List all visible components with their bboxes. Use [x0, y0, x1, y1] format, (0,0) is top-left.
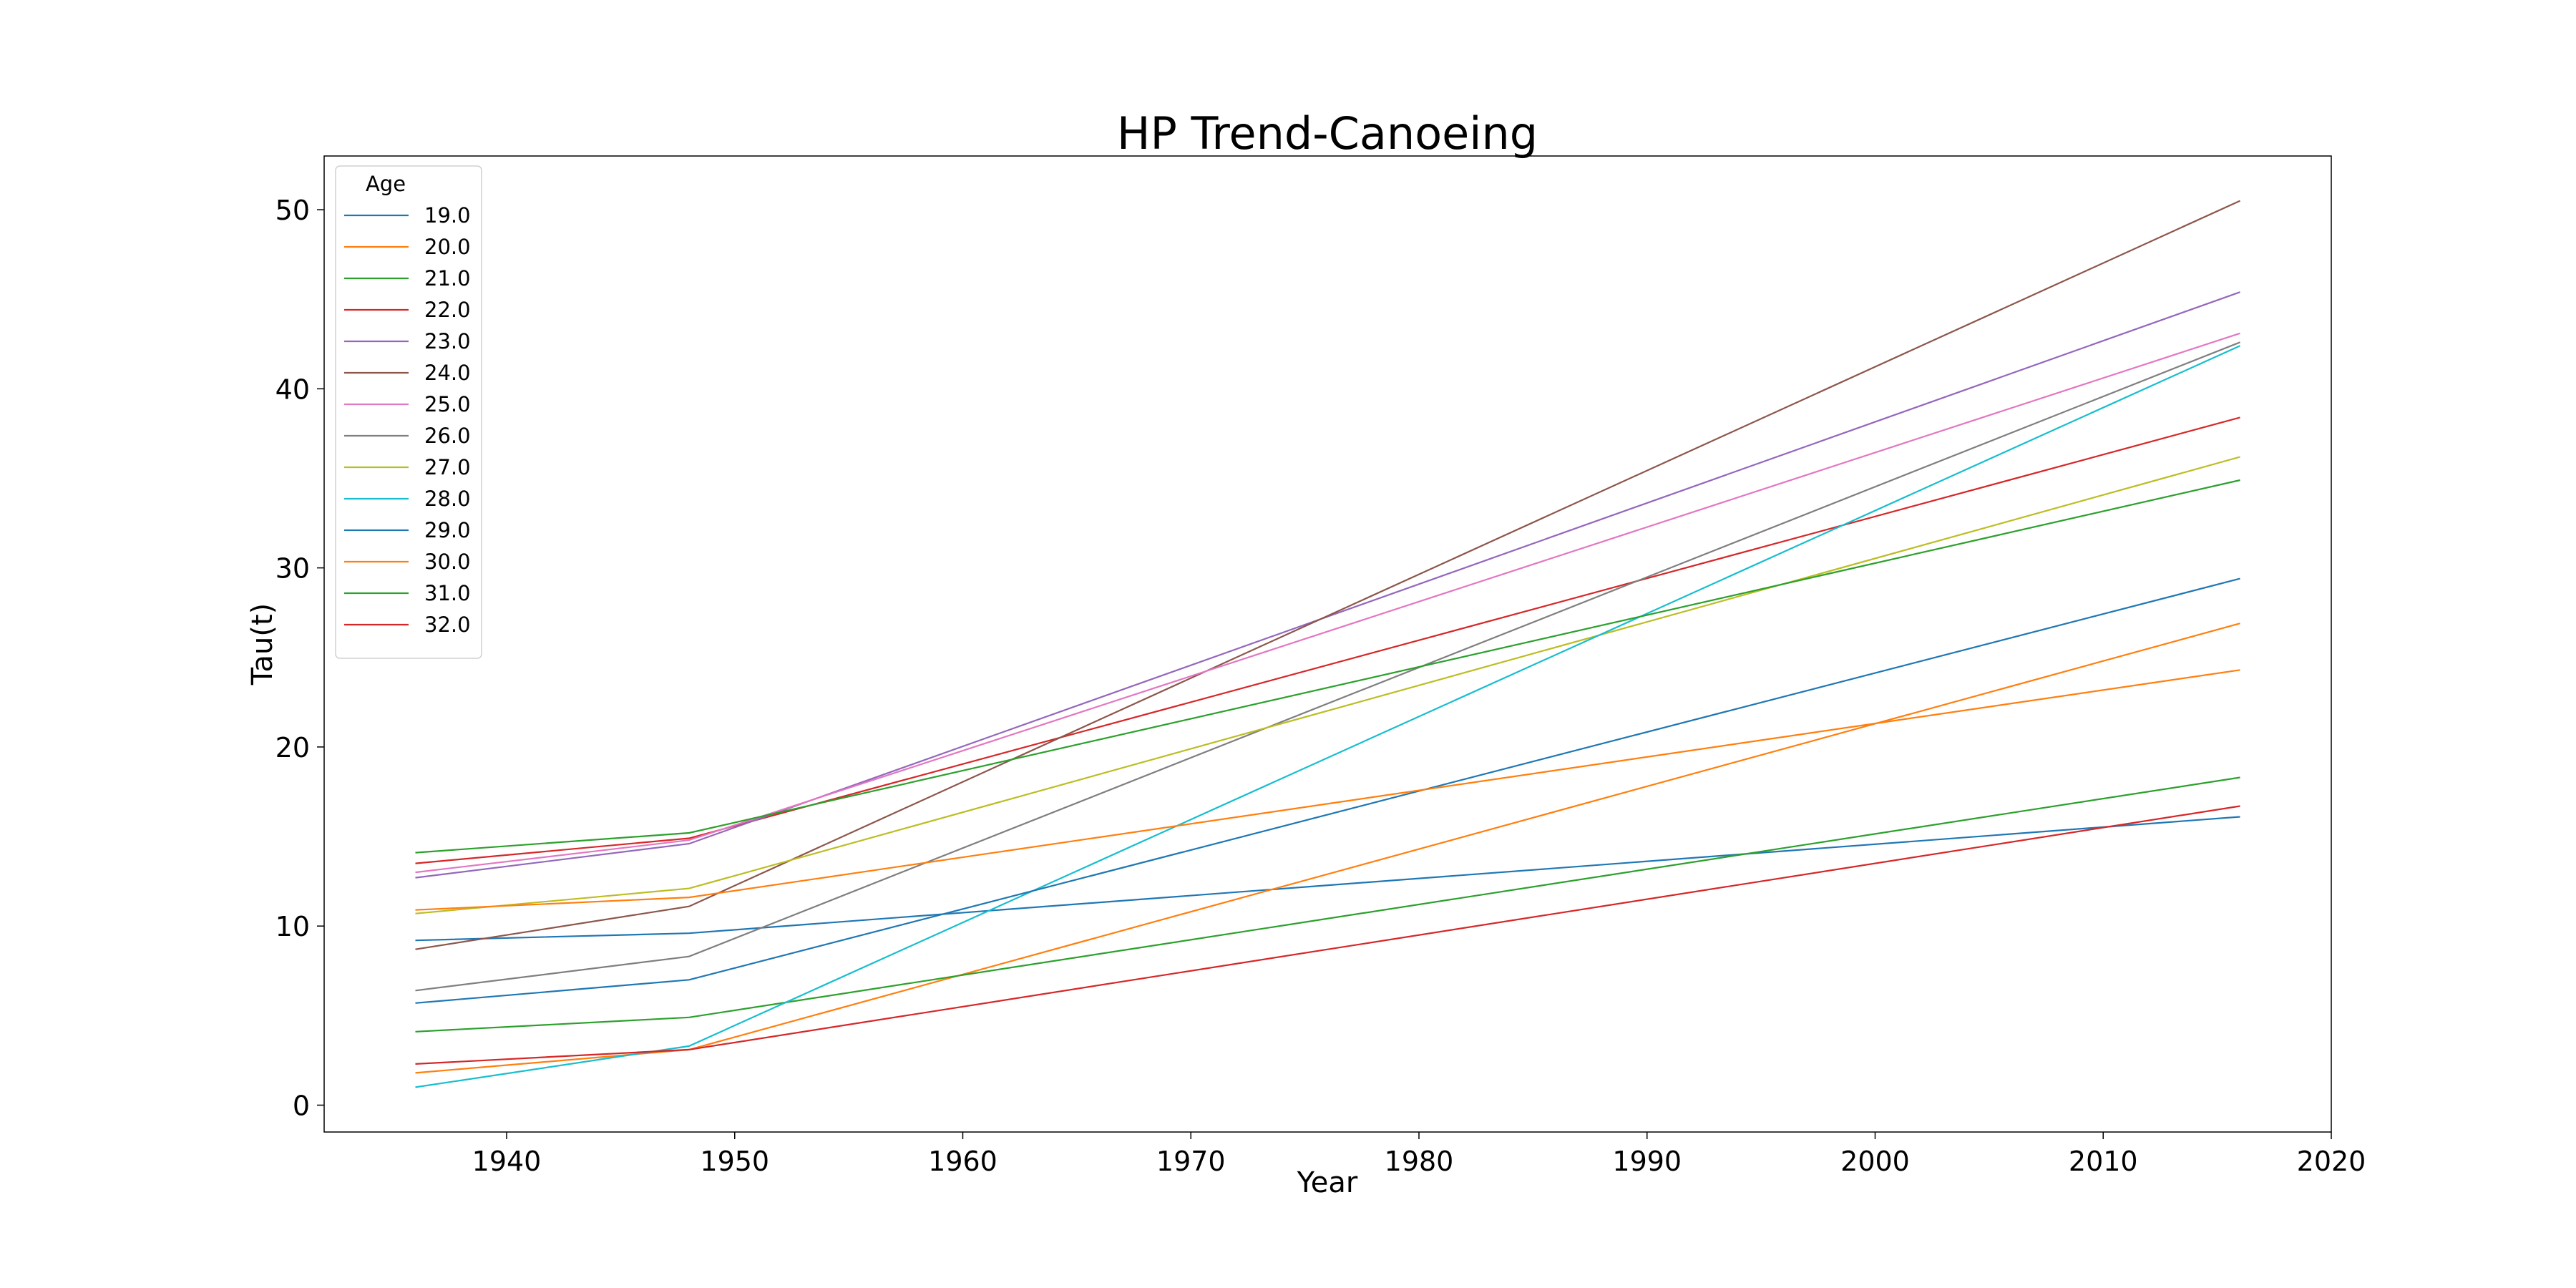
- y-tick-label: 30: [275, 553, 310, 585]
- legend-entry-label: 22.0: [424, 298, 471, 322]
- x-tick-label: 1980: [1385, 1146, 1454, 1177]
- legend-entry-label: 26.0: [424, 424, 471, 448]
- x-tick-label: 1960: [928, 1146, 997, 1177]
- x-tick-label: 2000: [1840, 1146, 1910, 1177]
- legend: Age 19.0 20.0 21.0 22.0 23.0 24.0 25.0 26.0 27.0 2…: [335, 165, 482, 659]
- y-axis-label: Tau(t): [246, 603, 279, 686]
- legend-entry-label: 27.0: [424, 455, 471, 479]
- series-line-30.0: [415, 669, 2240, 911]
- legend-box: [335, 165, 482, 659]
- series-line-28.0: [415, 345, 2240, 1088]
- series-line-22.0: [415, 416, 2240, 864]
- axis-ticks: 1940 1950 1960 1970 1980 1990 2000 2010 2020 0 10 2…: [275, 195, 2366, 1177]
- series-line-24.0: [415, 200, 2240, 950]
- series-line-25.0: [415, 332, 2240, 874]
- x-tick-label: 1950: [700, 1146, 769, 1177]
- legend-entry-label: 24.0: [424, 361, 471, 385]
- x-tick-label: 2020: [2297, 1146, 2366, 1177]
- x-tick-label: 1940: [472, 1146, 542, 1177]
- y-tick-label: 0: [293, 1090, 310, 1121]
- y-tick-label: 40: [275, 374, 310, 405]
- y-tick-label: 20: [275, 732, 310, 763]
- series-line-21.0: [415, 776, 2240, 1033]
- legend-entry-label: 30.0: [424, 550, 471, 574]
- x-tick-label: 1990: [1612, 1146, 1682, 1177]
- x-tick-label: 2010: [2069, 1146, 2138, 1177]
- x-axis-label: Year: [1297, 1166, 1358, 1199]
- series-line-31.0: [415, 479, 2240, 854]
- legend-entry-label: 23.0: [424, 329, 471, 353]
- series-line-20.0: [415, 623, 2240, 1074]
- series-line-19.0: [415, 816, 2240, 942]
- legend-entry-label: 28.0: [424, 487, 471, 511]
- y-tick-label: 50: [275, 195, 310, 226]
- plot-frame: [323, 155, 2332, 1133]
- legend-entry-label: 31.0: [424, 581, 471, 605]
- x-tick-label: 1970: [1156, 1146, 1226, 1177]
- series-line-32.0: [415, 805, 2240, 1065]
- legend-entry-label: 21.0: [424, 266, 471, 291]
- chart-title: HP Trend-Canoeing: [1117, 107, 1538, 160]
- legend-entry-label: 32.0: [424, 613, 471, 637]
- series-line-29.0: [415, 577, 2240, 1004]
- series-line-26.0: [415, 341, 2240, 992]
- legend-entry-label: 25.0: [424, 392, 471, 416]
- series-line-23.0: [415, 291, 2240, 879]
- legend-entry-label: 20.0: [424, 235, 471, 259]
- series-lines: [415, 200, 2240, 1088]
- series-line-27.0: [415, 456, 2240, 914]
- y-tick-label: 10: [275, 911, 310, 942]
- legend-entry-label: 29.0: [424, 518, 471, 542]
- legend-title: Age: [366, 172, 406, 196]
- legend-entry-label: 19.0: [424, 203, 471, 228]
